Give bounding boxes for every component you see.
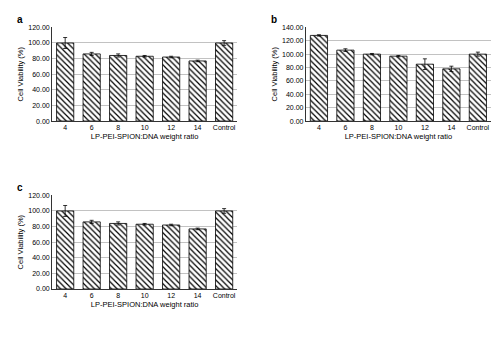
svg-text:6: 6 bbox=[90, 124, 94, 131]
svg-text:LP-PEI-SPION:DNA weight ratio: LP-PEI-SPION:DNA weight ratio bbox=[91, 132, 199, 141]
svg-text:a: a bbox=[17, 14, 23, 25]
svg-text:12: 12 bbox=[167, 292, 175, 299]
svg-text:14: 14 bbox=[194, 292, 202, 299]
svg-text:12: 12 bbox=[167, 124, 175, 131]
svg-text:20.00: 20.00 bbox=[32, 270, 50, 277]
svg-text:0.00: 0.00 bbox=[36, 285, 50, 292]
svg-text:14: 14 bbox=[194, 124, 202, 131]
svg-text:b: b bbox=[271, 14, 277, 25]
svg-text:8: 8 bbox=[116, 124, 120, 131]
svg-text:100.00: 100.00 bbox=[28, 39, 50, 46]
svg-text:c: c bbox=[17, 182, 23, 193]
svg-text:Cell Viability (%): Cell Viability (%) bbox=[270, 46, 279, 101]
svg-text:Cell Viability (%): Cell Viability (%) bbox=[16, 214, 25, 269]
svg-text:0.00: 0.00 bbox=[290, 118, 304, 125]
svg-text:4: 4 bbox=[317, 124, 321, 131]
svg-text:60.00: 60.00 bbox=[32, 71, 50, 78]
svg-text:Control: Control bbox=[467, 124, 490, 131]
svg-text:Cell Viability (%): Cell Viability (%) bbox=[16, 46, 25, 101]
svg-text:120.00: 120.00 bbox=[282, 37, 304, 44]
svg-text:6: 6 bbox=[343, 124, 347, 131]
svg-text:60.00: 60.00 bbox=[286, 77, 304, 84]
svg-text:Control: Control bbox=[213, 124, 236, 131]
svg-text:140.00: 140.00 bbox=[282, 24, 304, 31]
svg-text:20.00: 20.00 bbox=[32, 102, 50, 109]
svg-text:0.00: 0.00 bbox=[36, 118, 50, 125]
svg-text:6: 6 bbox=[90, 292, 94, 299]
svg-text:14: 14 bbox=[447, 124, 455, 131]
svg-text:100.00: 100.00 bbox=[28, 207, 50, 214]
svg-text:10: 10 bbox=[141, 292, 149, 299]
svg-text:40.00: 40.00 bbox=[32, 254, 50, 261]
svg-text:8: 8 bbox=[370, 124, 374, 131]
svg-text:8: 8 bbox=[116, 292, 120, 299]
svg-text:Control: Control bbox=[213, 292, 236, 299]
svg-text:10: 10 bbox=[395, 124, 403, 131]
svg-text:80.00: 80.00 bbox=[32, 55, 50, 62]
svg-text:100.00: 100.00 bbox=[282, 51, 304, 58]
svg-text:80.00: 80.00 bbox=[286, 64, 304, 71]
svg-text:LP-PEI-SPION:DNA weight ratio: LP-PEI-SPION:DNA weight ratio bbox=[91, 300, 199, 309]
svg-text:10: 10 bbox=[141, 124, 149, 131]
svg-text:20.00: 20.00 bbox=[286, 104, 304, 111]
svg-text:120.00: 120.00 bbox=[28, 24, 50, 31]
svg-text:40.00: 40.00 bbox=[286, 91, 304, 98]
svg-text:4: 4 bbox=[63, 292, 67, 299]
svg-text:LP-PEI-SPION:DNA weight ratio: LP-PEI-SPION:DNA weight ratio bbox=[345, 132, 453, 141]
svg-text:12: 12 bbox=[421, 124, 429, 131]
svg-text:120.00: 120.00 bbox=[28, 192, 50, 199]
svg-text:80.00: 80.00 bbox=[32, 223, 50, 230]
svg-text:4: 4 bbox=[63, 124, 67, 131]
svg-text:40.00: 40.00 bbox=[32, 86, 50, 93]
svg-text:60.00: 60.00 bbox=[32, 239, 50, 246]
